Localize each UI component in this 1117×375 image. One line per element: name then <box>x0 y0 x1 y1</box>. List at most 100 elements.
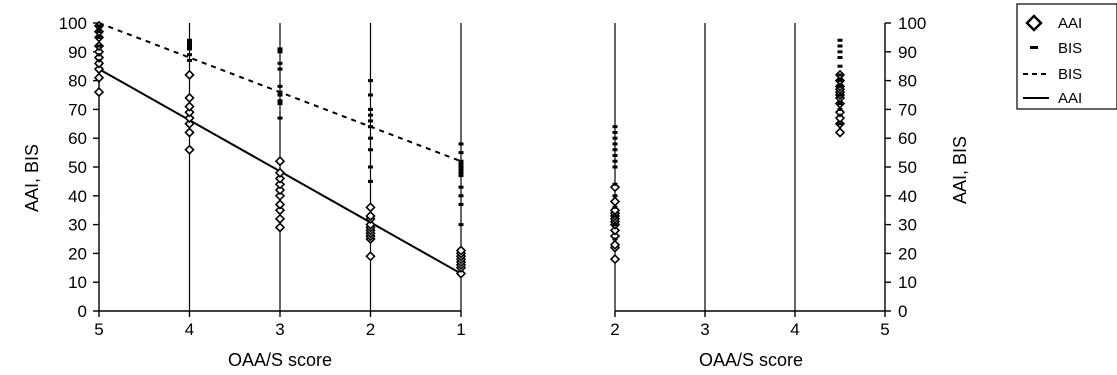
left-y-tick-label: 40 <box>68 187 87 206</box>
bis-point <box>837 56 843 60</box>
left-x-tick-label: 5 <box>94 320 103 339</box>
aai-point <box>93 72 105 83</box>
bis-point <box>458 174 464 178</box>
bis-point <box>458 171 464 175</box>
bis-point <box>612 130 618 134</box>
bis-point <box>837 84 843 88</box>
right-y-tick-label: 30 <box>898 216 917 235</box>
bis-point <box>612 237 618 241</box>
right-chart-panel: AAI, BIS OAA/S score 0 10 20 30 40 50 60 70 80 90… <box>609 14 970 370</box>
right-y-tick-label: 40 <box>898 187 917 206</box>
bis-point <box>458 202 464 206</box>
bis-point <box>277 99 283 103</box>
right-y-tick-label: 80 <box>898 72 917 91</box>
right-gridlines <box>614 23 796 311</box>
left-y-tick-label: 60 <box>68 129 87 148</box>
bis-point <box>277 90 283 94</box>
left-y-axis-label: AAI, BIS <box>22 144 42 212</box>
bis-point <box>612 153 618 157</box>
right-y-tick-label: 60 <box>898 129 917 148</box>
aai-point <box>184 127 195 138</box>
bis-point <box>612 165 618 169</box>
right-axes: 0 10 20 30 40 50 60 70 80 90 100 2 3 4 5 <box>610 14 926 339</box>
aai-point <box>609 239 621 250</box>
aai-point <box>93 63 105 75</box>
bis-point <box>187 58 192 62</box>
bis-point <box>368 148 373 152</box>
legend-label-aai-line: AAI <box>1058 90 1082 107</box>
bis-point <box>277 93 283 97</box>
right-y-tick-label: 10 <box>898 273 917 292</box>
right-data-marks <box>609 38 846 265</box>
aai-point <box>274 156 286 167</box>
bis-point <box>837 44 843 48</box>
aai-point <box>184 101 195 112</box>
right-x-tick-label: 3 <box>700 320 709 339</box>
right-y-tick-label: 70 <box>898 100 917 119</box>
left-x-tick-label: 3 <box>275 320 284 339</box>
aai-point <box>184 92 195 104</box>
left-x-axis-label: OAA/S score <box>228 350 332 370</box>
left-y-tick-label: 100 <box>59 14 87 33</box>
bis-point <box>612 182 618 186</box>
aai-point <box>365 219 376 230</box>
legend: AAI BIS BIS AAI <box>1016 3 1117 110</box>
left-y-tick-label: 70 <box>68 100 87 119</box>
aai-point <box>365 251 376 262</box>
bis-point <box>368 93 373 97</box>
right-y-tick-label: 0 <box>898 302 907 321</box>
bis-point <box>612 214 618 218</box>
aai-point <box>365 202 376 213</box>
right-x-tick-label: 4 <box>790 320 799 339</box>
bis-point <box>277 116 283 120</box>
bis-point <box>368 119 373 123</box>
bis-point <box>368 179 373 183</box>
bis-point <box>277 47 283 51</box>
bis-point <box>368 113 373 117</box>
left-chart-panel: AAI, BIS OAA/S score 0 10 20 30 40 50 60 70 80 90… <box>22 14 467 370</box>
bis-point <box>612 148 618 152</box>
aai-point <box>274 179 286 190</box>
bis-point <box>612 136 618 140</box>
bis-point <box>612 125 618 129</box>
right-x-tick-label: 5 <box>880 320 889 339</box>
left-y-tick-label: 20 <box>68 244 87 263</box>
bis-point <box>837 73 843 77</box>
aai-point <box>274 190 286 201</box>
left-y-tick-label: 90 <box>68 43 87 62</box>
bis-point <box>368 107 373 111</box>
right-y-tick-label: 90 <box>898 43 917 62</box>
right-y-tick-label: 100 <box>898 14 926 33</box>
aai-point <box>93 86 105 98</box>
left-axes: 0 10 20 30 40 50 60 70 80 90 100 5 4 3 2 1 <box>59 14 466 339</box>
aai-point <box>609 254 621 265</box>
bis-point <box>277 50 283 54</box>
bis-point <box>96 44 102 48</box>
aai-point <box>274 167 286 178</box>
bis-point <box>837 93 843 97</box>
left-gridlines <box>188 23 462 311</box>
legend-dash-icon <box>1030 46 1038 49</box>
bis-point <box>187 47 192 51</box>
aai-point <box>609 196 621 207</box>
bis-point <box>277 84 283 88</box>
aai-point <box>455 268 467 279</box>
bis-point <box>187 41 192 45</box>
aai-point <box>455 245 467 256</box>
aai-point <box>184 118 195 129</box>
aai-point <box>274 222 286 233</box>
bis-point <box>837 113 843 117</box>
left-y-tick-label: 50 <box>68 158 87 177</box>
bis-point <box>187 44 192 48</box>
bis-point <box>368 165 373 169</box>
bis-point <box>612 205 618 209</box>
right-y-tick-label: 50 <box>898 158 917 177</box>
bis-point <box>458 159 464 163</box>
bis-point <box>837 107 843 111</box>
bis-point <box>837 79 843 83</box>
bis-point <box>187 38 192 42</box>
legend-label-bis-marker: BIS <box>1058 40 1082 57</box>
right-x-axis-label: OAA/S score <box>699 350 803 370</box>
bis-point <box>277 67 283 71</box>
